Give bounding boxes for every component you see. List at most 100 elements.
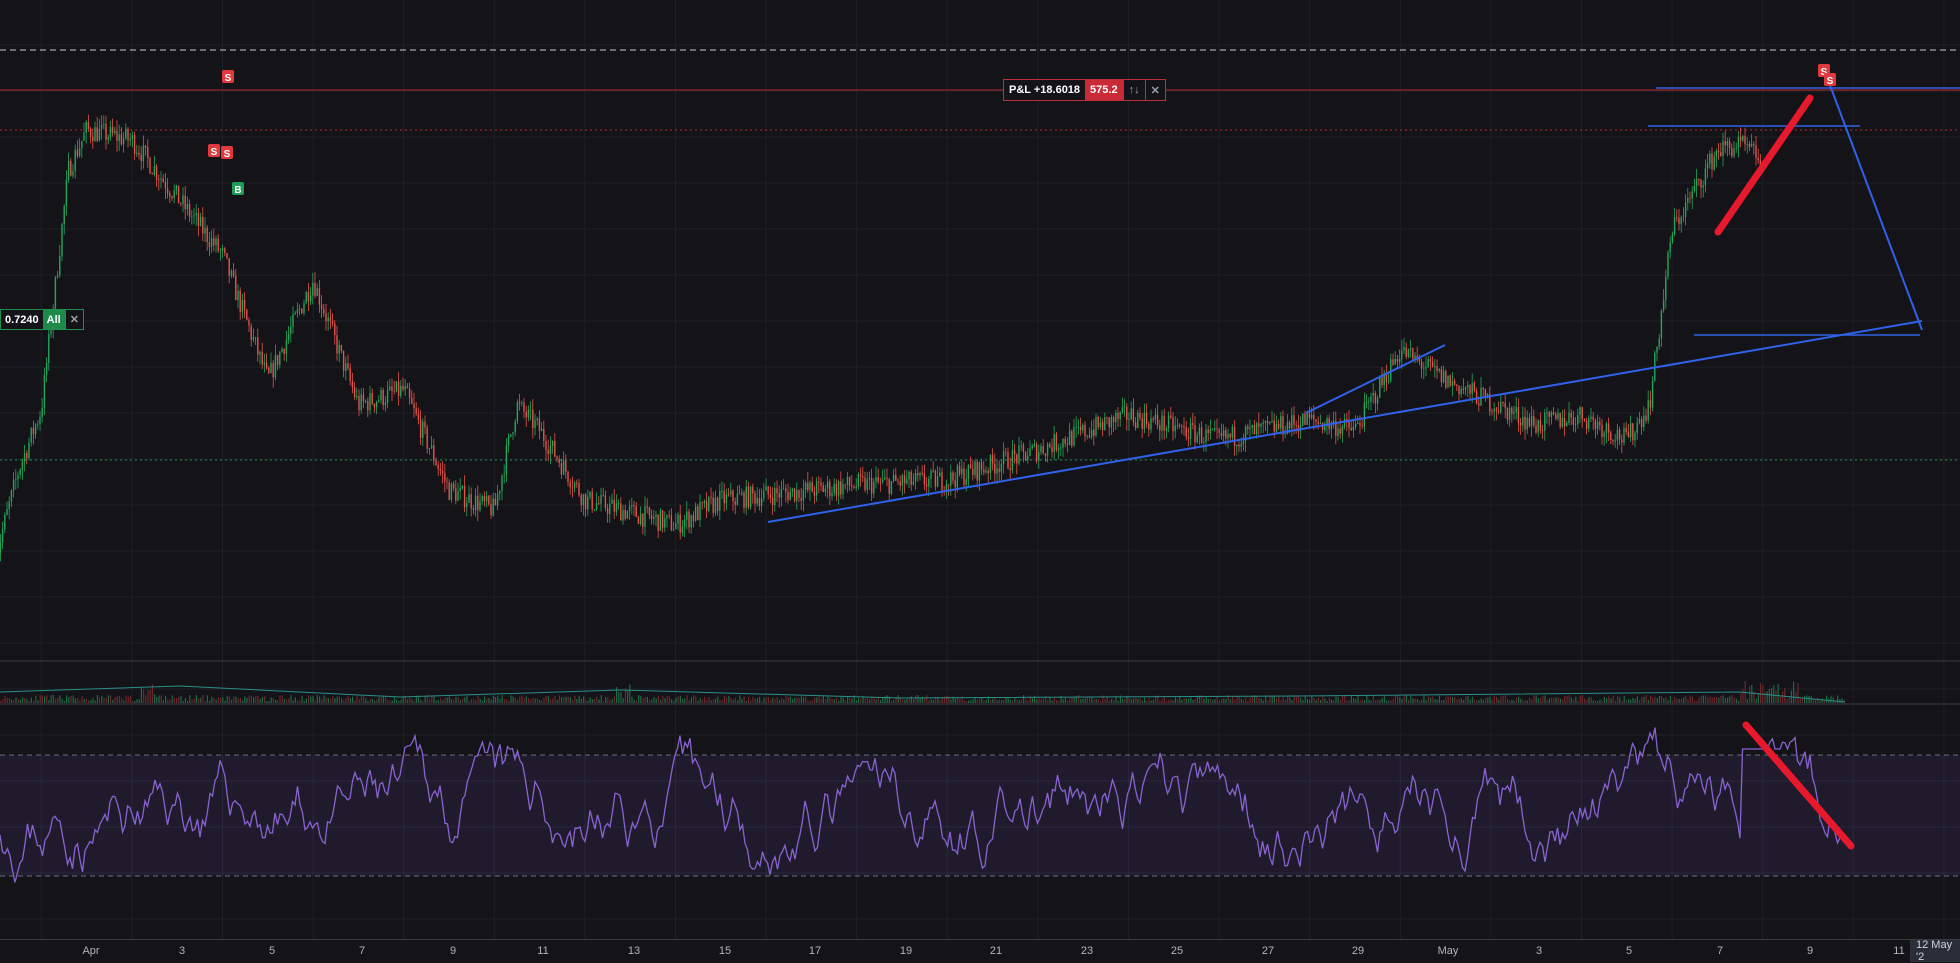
volume-bar (233, 696, 235, 703)
entry-qty[interactable]: All (42, 310, 65, 329)
candle-body (1577, 415, 1579, 424)
candle-body (985, 470, 987, 473)
candle-body (6, 509, 8, 516)
volume-bar (1412, 698, 1414, 703)
volume-bar (363, 696, 365, 703)
volume-bar (1124, 698, 1126, 703)
candle-body (1145, 412, 1148, 424)
volume-bar (600, 695, 602, 703)
candle-body (140, 154, 142, 162)
reverse-position-icon[interactable]: ↑↓ (1122, 80, 1145, 100)
candle-body (1614, 440, 1616, 442)
volume-bar (662, 696, 664, 703)
candle-body (1497, 410, 1500, 412)
candle-body (989, 455, 992, 474)
volume-bar (1731, 695, 1733, 703)
x-tick: 3 (1535, 945, 1543, 957)
volume-bar (1122, 698, 1124, 703)
volume-bar (591, 698, 593, 703)
volume-bar (206, 695, 208, 703)
drawing-trendlines[interactable] (767, 79, 1960, 523)
candle-body (932, 470, 934, 472)
volume-bar (752, 696, 754, 703)
volume-bar (17, 698, 19, 703)
candle-body (1414, 355, 1416, 359)
volume-bar (1056, 699, 1058, 703)
volume-bar (1408, 699, 1410, 703)
candle-body (470, 494, 472, 509)
volume-bar (1130, 699, 1132, 703)
candle-body (15, 478, 17, 480)
candle-body (1572, 417, 1575, 425)
candle-body (417, 413, 420, 420)
volume-bar (1441, 700, 1443, 703)
volume-bar (919, 698, 921, 703)
candle-body (840, 481, 842, 495)
candle-body (716, 497, 719, 511)
volume-bar (970, 700, 972, 703)
volume-bar (794, 697, 796, 703)
candle-body (1464, 387, 1467, 390)
close-position-icon[interactable]: ✕ (1144, 80, 1165, 100)
volume-bar (1467, 696, 1469, 703)
volume-bar (618, 692, 620, 703)
volume-bar (1093, 699, 1095, 703)
candle-body (206, 227, 208, 243)
volume-bar (1551, 697, 1553, 703)
candle-body (1440, 369, 1443, 383)
candle-body (1651, 380, 1654, 408)
candle-body (699, 502, 701, 520)
candle-body (1335, 420, 1337, 436)
candle-body (224, 248, 226, 254)
volume-bar (704, 696, 706, 703)
volume-bar (1619, 697, 1621, 703)
volume-bar (787, 697, 789, 703)
time-axis[interactable]: Apr 3 5 7 9 11 13 15 17 19 21 23 25 27 2… (0, 939, 1960, 963)
volume-bar (1172, 700, 1174, 703)
volume-bar (772, 697, 774, 703)
candle-body (1500, 401, 1502, 412)
volume-bar (1779, 696, 1781, 703)
candle-body (294, 312, 296, 315)
volume-bar (1760, 683, 1762, 703)
candle-body (1297, 425, 1300, 432)
volume-bar (1689, 695, 1691, 703)
volume-bar (1302, 700, 1304, 703)
candle-body (1720, 152, 1722, 157)
volume-bar (831, 698, 833, 703)
candle-body (455, 488, 457, 501)
volume-bar (85, 698, 87, 703)
volume-bar (1469, 699, 1471, 703)
candle-body (1042, 446, 1044, 454)
candle-body (1306, 413, 1308, 425)
entry-order-box[interactable]: 0.7240 All ✕ (0, 309, 84, 330)
buy-marker: B (232, 182, 244, 196)
candle-body (158, 179, 160, 181)
close-order-icon[interactable]: ✕ (64, 310, 83, 329)
volume-bar (715, 698, 717, 703)
candle-body (582, 494, 585, 506)
volume-bar (1106, 695, 1108, 703)
volume-bar (105, 697, 107, 703)
candle-body (705, 500, 708, 511)
candle-body (96, 127, 98, 141)
candle-body (573, 482, 576, 488)
candle-body (681, 526, 684, 533)
pnl-position-box[interactable]: P&L +18.6018 575.2 ↑↓ ✕ (1003, 79, 1166, 101)
candle-body (540, 428, 543, 432)
volume-bar (710, 700, 712, 703)
volume-bar (1313, 697, 1315, 703)
volume-bar (946, 695, 948, 703)
candle-body (428, 448, 431, 450)
volume-bar (1812, 699, 1814, 703)
volume-bar (215, 699, 217, 703)
volume-bar (1588, 697, 1590, 703)
candle-body (1225, 430, 1227, 439)
volume-bar (1427, 696, 1429, 703)
volume-bar (488, 698, 490, 703)
candle-body (1062, 439, 1064, 448)
candle-body (714, 497, 717, 513)
candle-body (703, 500, 706, 503)
